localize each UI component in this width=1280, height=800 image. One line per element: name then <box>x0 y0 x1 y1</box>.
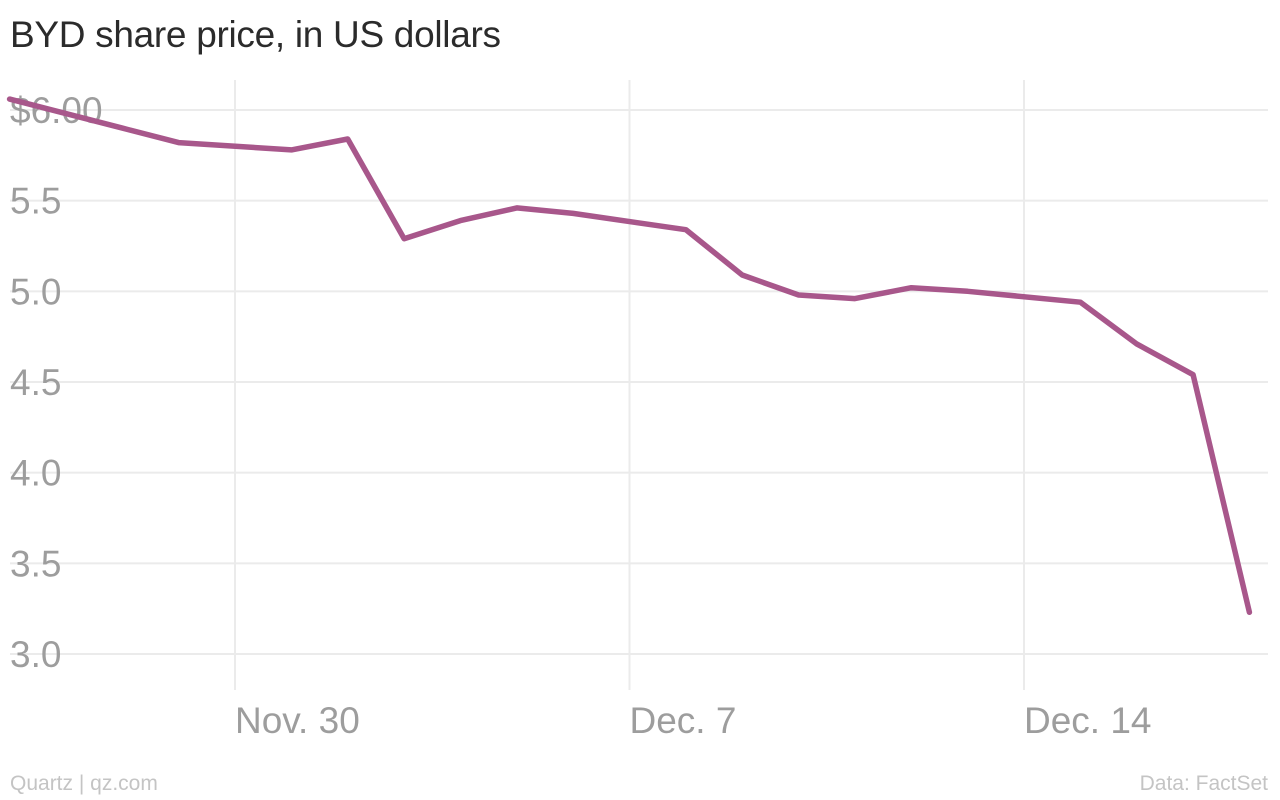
series-line-0 <box>6 96 1253 616</box>
y-tick-label: 5.5 <box>10 181 61 222</box>
x-tick-label: Nov. 30 <box>235 700 360 741</box>
x-tick-label: Dec. 14 <box>1024 700 1152 741</box>
chart-title: BYD share price, in US dollars <box>10 14 501 55</box>
y-tick-label: 3.0 <box>10 634 61 675</box>
x-axis-tick-labels: Nov. 30 Dec. 7 Dec. 14 <box>235 700 1152 741</box>
y-tick-label: 3.5 <box>10 543 61 584</box>
series-layer <box>6 96 1253 616</box>
data-source: Data: FactSet <box>1139 772 1268 795</box>
gridlines <box>10 80 1268 690</box>
y-tick-label: 5.0 <box>10 271 61 312</box>
y-tick-label: 4.5 <box>10 362 61 403</box>
x-tick-label: Dec. 7 <box>630 700 737 741</box>
y-tick-label: 4.0 <box>10 453 61 494</box>
source-credit: Quartz | qz.com <box>10 772 158 795</box>
y-axis-tick-labels: $6.005.55.04.54.03.53.0 <box>10 90 103 675</box>
